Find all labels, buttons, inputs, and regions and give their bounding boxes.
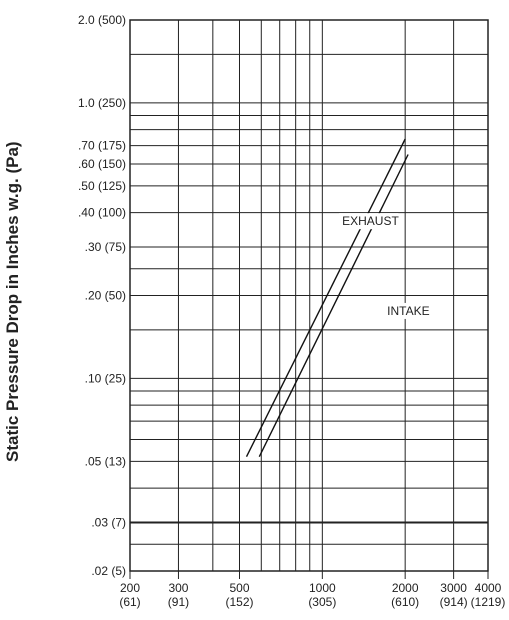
y-tick-labels: 2.0 (500) 1.0 (250) .70 (175) .60 (150) .50 … bbox=[78, 13, 126, 578]
x-tick-sublabel: (1219) bbox=[471, 595, 506, 609]
plot-frame bbox=[129, 19, 489, 572]
x-tick-sublabel: (305) bbox=[308, 595, 336, 609]
chart-series bbox=[245, 138, 409, 458]
y-tick-label: .10 (25) bbox=[85, 371, 126, 385]
x-tick-label: 4000 bbox=[475, 581, 502, 595]
x-tick-label: 2000 bbox=[392, 581, 419, 595]
series-line-exhaust bbox=[245, 138, 406, 458]
series-line-intake bbox=[258, 154, 409, 458]
y-tick-label: .40 (100) bbox=[78, 206, 126, 220]
x-tick-sublabel: (152) bbox=[225, 595, 253, 609]
y-axis-title: Static Pressure Drop in Inches w.g. (Pa) bbox=[3, 141, 22, 462]
x-tick-sublabel: (91) bbox=[168, 595, 189, 609]
y-tick-label: 2.0 (500) bbox=[78, 13, 126, 27]
y-tick-label: .02 (5) bbox=[91, 564, 126, 578]
series-label-intake: INTAKE bbox=[387, 304, 429, 318]
chart-grid bbox=[129, 19, 489, 579]
series-labels: EXHAUST INTAKE bbox=[339, 213, 436, 319]
y-tick-label: .03 (7) bbox=[91, 515, 126, 529]
series-label-exhaust: EXHAUST bbox=[342, 214, 399, 228]
x-tick-sublabel: (610) bbox=[391, 595, 419, 609]
x-tick-sublabel: (914) bbox=[440, 595, 468, 609]
x-tick-sublabel: (61) bbox=[119, 595, 140, 609]
y-tick-label: 1.0 (250) bbox=[78, 96, 126, 110]
y-tick-label: .70 (175) bbox=[78, 139, 126, 153]
y-tick-label: .50 (125) bbox=[78, 179, 126, 193]
y-tick-label: .30 (75) bbox=[85, 240, 126, 254]
series-label-bg bbox=[339, 213, 399, 230]
y-tick-label: .05 (13) bbox=[85, 454, 126, 468]
x-tick-label: 1000 bbox=[309, 581, 336, 595]
x-tick-label: 3000 bbox=[440, 581, 467, 595]
series-label-bg bbox=[384, 302, 436, 319]
y-tick-label: .60 (150) bbox=[78, 157, 126, 171]
x-tick-label: 300 bbox=[168, 581, 188, 595]
x-tick-label: 500 bbox=[229, 581, 249, 595]
y-tick-label: .20 (50) bbox=[85, 289, 126, 303]
x-tick-labels: 200(61) 300(91) 500(152) 1000(305) 2000(610)… bbox=[119, 581, 505, 609]
x-tick-label: 200 bbox=[120, 581, 140, 595]
